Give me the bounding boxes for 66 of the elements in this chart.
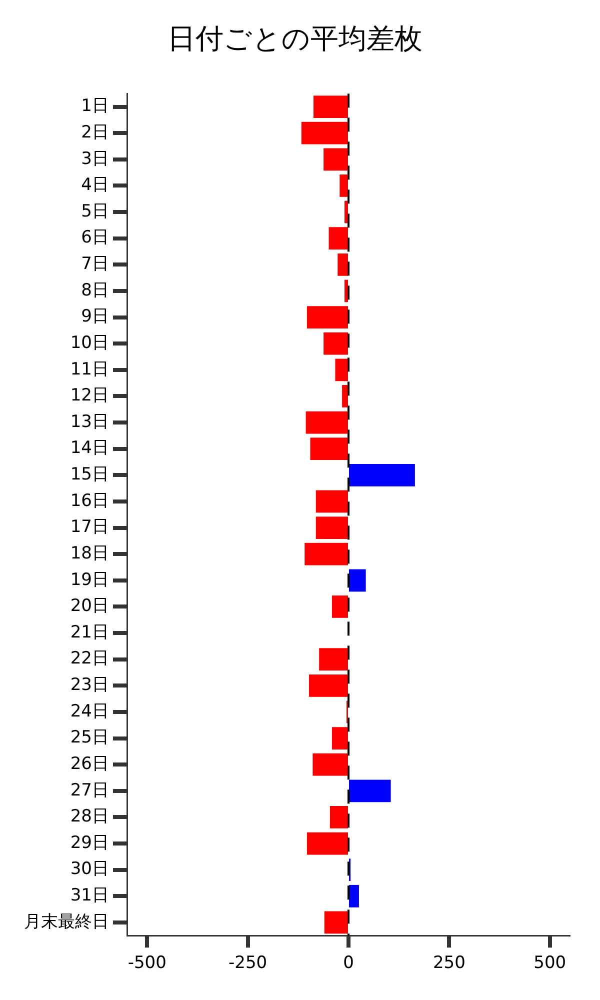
- bar: [324, 148, 348, 171]
- bar: [316, 516, 348, 539]
- bar: [307, 832, 348, 855]
- y-tick-label: 13日: [70, 412, 109, 432]
- bar: [324, 911, 348, 934]
- y-tick-label: 27日: [70, 780, 109, 800]
- y-tick-label: 17日: [70, 517, 109, 538]
- x-tick-label: 250: [432, 953, 466, 974]
- bar: [310, 438, 348, 460]
- bar: [312, 753, 348, 776]
- bar: [344, 200, 348, 224]
- bar: [304, 542, 348, 566]
- y-tick-label: 14日: [70, 438, 109, 458]
- y-tick-label: 16日: [70, 490, 109, 511]
- bar: [309, 674, 348, 697]
- y-tick-label: 20日: [70, 596, 109, 616]
- y-tick-label: 25日: [70, 728, 109, 748]
- y-tick-label: 31日: [70, 886, 109, 906]
- bar: [332, 727, 348, 750]
- y-tick-label: 23日: [70, 675, 109, 696]
- y-tick-label: 月末最終日: [24, 912, 109, 932]
- y-tick-label: 15日: [70, 464, 109, 485]
- bar: [338, 253, 348, 276]
- y-tick-label: 10日: [70, 332, 109, 353]
- bar: [340, 174, 348, 197]
- bar: [349, 780, 391, 802]
- y-tick-label: 28日: [70, 806, 109, 827]
- y-tick-label: 2日: [81, 122, 109, 142]
- y-tick-label: 3日: [81, 148, 109, 169]
- y-tick-label: 22日: [70, 648, 109, 669]
- bar: [349, 569, 366, 592]
- y-tick-label: 30日: [70, 859, 109, 880]
- bar: [316, 490, 348, 513]
- bar: [324, 332, 348, 355]
- y-tick-label: 5日: [81, 201, 109, 222]
- y-tick-label: 29日: [70, 832, 109, 853]
- y-tick-label: 1日: [81, 96, 109, 116]
- x-tick-label: -500: [128, 953, 166, 974]
- bar: [301, 122, 348, 144]
- bar: [335, 358, 348, 382]
- y-tick-label: 26日: [70, 754, 109, 774]
- x-tick-label: 0: [343, 953, 354, 974]
- y-tick-label: 9日: [81, 306, 109, 327]
- y-tick-label: 8日: [81, 280, 109, 300]
- y-tick-label: 21日: [70, 622, 109, 642]
- y-tick-label: 7日: [81, 254, 109, 274]
- x-tick-label: 500: [534, 953, 566, 974]
- bar: [342, 385, 348, 408]
- y-tick-label: 24日: [70, 701, 109, 722]
- bar: [313, 96, 348, 118]
- y-tick-label: 11日: [70, 359, 109, 380]
- y-tick-label: 12日: [70, 386, 109, 406]
- bar: [349, 884, 359, 908]
- y-tick-label: 4日: [81, 175, 109, 196]
- bar: [330, 806, 348, 828]
- chart-title: 日付ごとの平均差枚: [168, 22, 422, 56]
- bar: [306, 411, 348, 434]
- bar: [328, 227, 348, 250]
- bar: [349, 464, 415, 486]
- bar: [307, 306, 348, 328]
- x-tick-label: -250: [228, 953, 268, 974]
- y-tick-label: 6日: [81, 228, 109, 248]
- y-tick-label: 18日: [70, 543, 109, 564]
- y-tick-label: 19日: [70, 570, 109, 590]
- bar: [332, 596, 348, 618]
- bar: [319, 648, 348, 670]
